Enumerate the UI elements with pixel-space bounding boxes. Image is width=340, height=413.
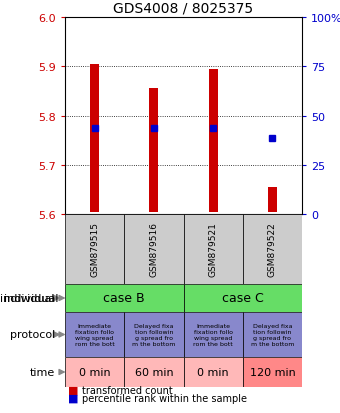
Text: Immediate
fixation follo
wing spread
rom the bott: Immediate fixation follo wing spread rom… — [75, 323, 115, 346]
Bar — [65, 214, 124, 284]
Text: 0 min: 0 min — [79, 367, 111, 377]
Bar — [124, 312, 184, 357]
Bar — [65, 312, 124, 357]
Bar — [65, 357, 124, 387]
Text: Delayed fixa
tion followin
g spread fro
m the bottom: Delayed fixa tion followin g spread fro … — [132, 323, 175, 346]
Bar — [90, 64, 99, 212]
Text: 120 min: 120 min — [250, 367, 295, 377]
Text: transformed count: transformed count — [82, 385, 173, 395]
Text: GSM879521: GSM879521 — [209, 222, 218, 277]
Bar — [150, 89, 158, 212]
Title: GDS4008 / 8025375: GDS4008 / 8025375 — [114, 1, 254, 15]
Bar — [184, 312, 243, 357]
Bar — [184, 284, 302, 312]
Text: Delayed fixa
tion followin
g spread fro
m the bottom: Delayed fixa tion followin g spread fro … — [251, 323, 294, 346]
Text: GSM879516: GSM879516 — [149, 222, 158, 277]
Text: 60 min: 60 min — [135, 367, 173, 377]
Text: ■: ■ — [68, 393, 79, 403]
Bar — [184, 357, 243, 387]
Bar — [184, 214, 243, 284]
Text: time: time — [30, 367, 55, 377]
Text: 0 min: 0 min — [197, 367, 229, 377]
Text: ■: ■ — [68, 385, 79, 395]
Text: Immediate
fixation follo
wing spread
rom the bott: Immediate fixation follo wing spread rom… — [193, 323, 233, 346]
Text: individual: individual — [4, 293, 58, 303]
Bar — [124, 214, 184, 284]
Text: case C: case C — [222, 292, 264, 305]
Bar — [243, 214, 302, 284]
Bar — [243, 357, 302, 387]
Text: GSM879515: GSM879515 — [90, 222, 99, 277]
Text: protocol: protocol — [10, 330, 55, 339]
Text: GSM879522: GSM879522 — [268, 222, 277, 277]
Text: case B: case B — [103, 292, 145, 305]
Bar — [65, 284, 184, 312]
Text: percentile rank within the sample: percentile rank within the sample — [82, 393, 247, 403]
Bar — [209, 69, 218, 212]
Bar — [268, 188, 277, 212]
Text: individual: individual — [0, 293, 55, 303]
Bar — [243, 312, 302, 357]
Bar — [124, 357, 184, 387]
